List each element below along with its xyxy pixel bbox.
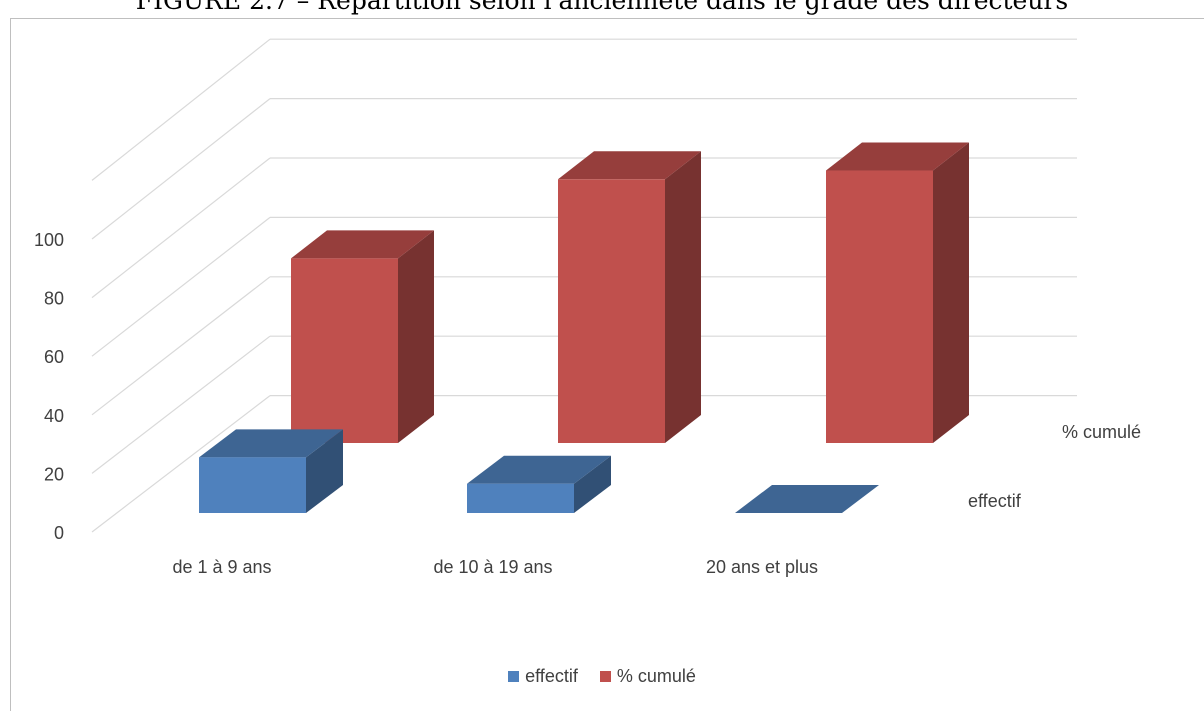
- y-tick-label: 80: [44, 289, 64, 309]
- bar-side-face: [574, 455, 611, 513]
- gridline-side-120: [91, 38, 271, 181]
- bar-top-face: [558, 151, 701, 180]
- bar-effectif-2: [735, 485, 879, 513]
- y-tick-label: 60: [44, 347, 64, 367]
- legend-item-effectif: effectif: [508, 666, 578, 687]
- x-axis-labels: de 1 à 9 ans de 10 à 19 ans 20 ans et plus: [172, 557, 818, 577]
- bar-front-face: [558, 179, 665, 444]
- gridline-side-100: [91, 98, 271, 240]
- y-tick-label: 40: [44, 406, 64, 426]
- x-category-label: de 10 à 19 ans: [433, 557, 552, 577]
- bar-effectif-1: [467, 455, 611, 513]
- x-category-label: 20 ans et plus: [706, 557, 818, 577]
- legend-item-cumule: % cumulé: [599, 666, 696, 687]
- legend-label-effectif: effectif: [525, 666, 578, 686]
- depth-label-effectif: effectif: [968, 491, 1022, 511]
- bar-top-face: [735, 485, 879, 513]
- bar-side-face: [933, 142, 969, 443]
- bar-side-face: [398, 230, 434, 443]
- legend: effectif % cumulé: [0, 666, 1204, 687]
- bar-cumul-1: [558, 151, 701, 444]
- bar-top-face: [291, 230, 434, 259]
- bar-front-face: [291, 258, 398, 443]
- y-axis-ticks: 0 20 40 60 80 100: [34, 230, 64, 543]
- gridline-side-20: [91, 335, 271, 474]
- bar-front-face: [199, 457, 306, 513]
- x-category-label: de 1 à 9 ans: [172, 557, 271, 577]
- bar-top-face: [826, 142, 969, 171]
- gridline-side-0: [91, 395, 271, 533]
- depth-label-cumul: % cumulé: [1062, 422, 1141, 442]
- depth-axis-labels: % cumulé effectif: [968, 422, 1141, 511]
- legend-swatch-effectif: [508, 671, 520, 682]
- bars: [199, 142, 969, 513]
- y-tick-label: 0: [54, 523, 64, 543]
- y-tick-label: 20: [44, 464, 64, 484]
- bar-front-face: [826, 170, 933, 443]
- page-title: FIGURE 2.7 – Répartition selon l'ancienn…: [135, 0, 1069, 15]
- bar-effectif-0: [199, 429, 343, 513]
- bar-cumul-2: [826, 142, 969, 443]
- bar-side-face: [306, 429, 343, 513]
- bar-top-face: [467, 455, 611, 484]
- gridline-side-80: [91, 157, 271, 299]
- bar-side-face: [665, 151, 701, 444]
- chart-frame: [10, 18, 1204, 711]
- bar-front-face: [467, 483, 574, 513]
- bar-top-face: [199, 429, 343, 458]
- bar-cumul-0: [291, 230, 434, 443]
- gridline-side-40: [91, 276, 271, 416]
- gridline-side-60: [91, 216, 271, 357]
- legend-label-cumule: % cumulé: [616, 666, 696, 686]
- y-tick-label: 100: [34, 230, 64, 250]
- legend-swatch-cumule: [599, 671, 611, 682]
